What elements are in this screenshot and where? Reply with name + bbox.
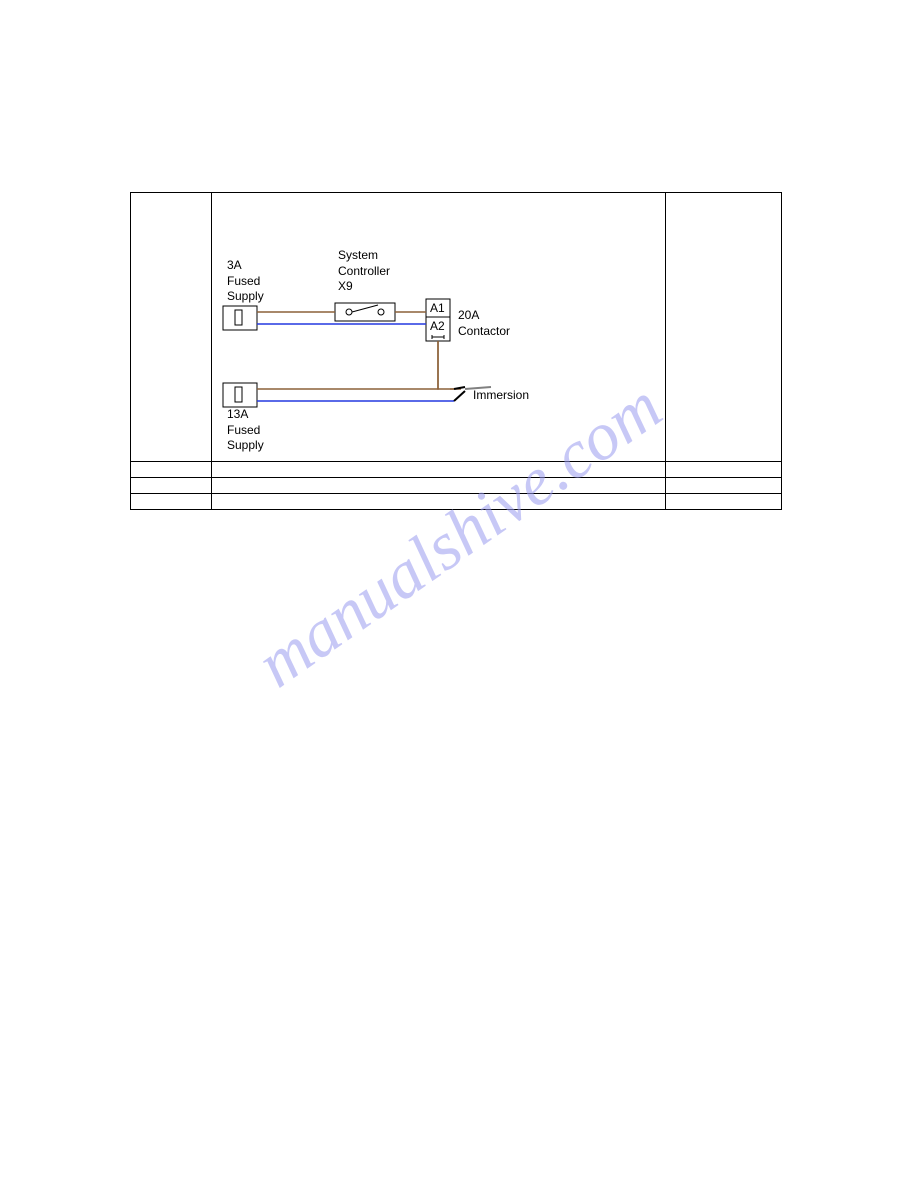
- wiring-diagram: 3AFusedSupply SystemControllerX9 20ACont…: [211, 193, 665, 461]
- a1-label: A1: [430, 301, 445, 317]
- diagram-table: 3AFusedSupply SystemControllerX9 20ACont…: [130, 192, 782, 510]
- a2-label: A2: [430, 319, 445, 335]
- immersion-label: Immersion: [473, 388, 529, 404]
- controller-label: SystemControllerX9: [338, 248, 390, 295]
- supply-3a-label: 3AFusedSupply: [227, 258, 264, 305]
- contactor-label: 20AContactor: [458, 308, 510, 339]
- supply-13a-label: 13AFusedSupply: [227, 407, 264, 454]
